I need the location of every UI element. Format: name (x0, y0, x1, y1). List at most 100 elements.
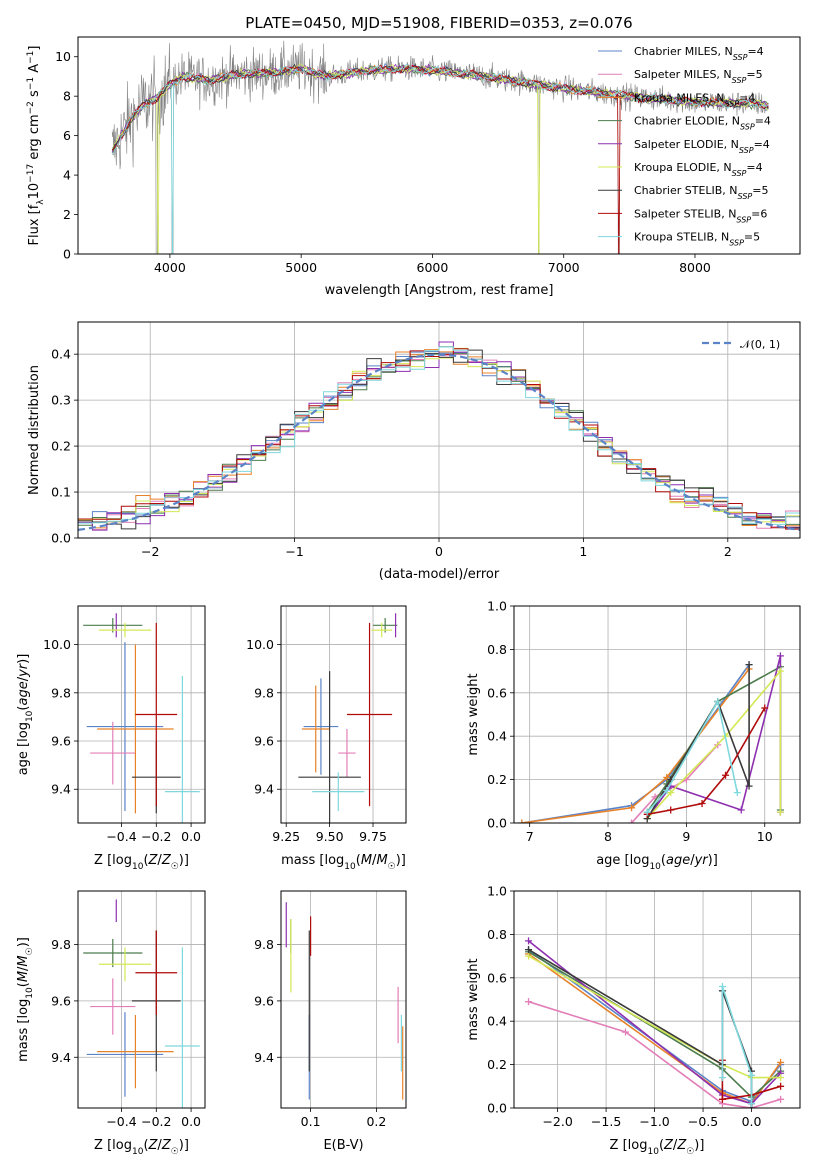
gaussian-curve (78, 353, 800, 531)
axes-frame (77, 36, 801, 255)
series-marker (718, 1095, 726, 1103)
y-axis-label: Normed distribution (27, 365, 42, 495)
legend-entry: Salpeter STELIB, NSSP=6 (634, 207, 767, 224)
legend-label: Kroupa STELIB, N (634, 231, 729, 244)
weight-lines (525, 937, 785, 1108)
series-marker (748, 1100, 756, 1108)
y-tick-label: 0.4 (51, 347, 71, 362)
y-tick-label: 9.8 (254, 937, 274, 952)
x-axis-label: age [log10(age/yr)] (596, 853, 718, 872)
label-part: Z [log (94, 1138, 132, 1153)
y-tick-label: 0.0 (487, 816, 507, 831)
x-tick-label: 10 (757, 829, 773, 844)
y-tick-label: 1.0 (487, 599, 507, 614)
x-tick-label: −2 (141, 544, 159, 559)
label-part: 10 (132, 1147, 144, 1157)
series-marker (745, 782, 753, 790)
x-tick-label: 7 (526, 829, 534, 844)
data-point (135, 930, 178, 1015)
label-part: / (690, 853, 695, 868)
spectrum-panel: 4000 5000 6000 7000 8000 0 2 4 6 8 10 PLATE=0450, M… (26, 14, 801, 298)
legend-entry: Chabrier ELODIE, NSSP=4 (634, 115, 771, 132)
y-tick-label: 9.6 (51, 734, 71, 749)
legend-sub: SSP (736, 215, 751, 224)
series-marker (745, 661, 753, 669)
y-tick-label: 9.6 (254, 734, 274, 749)
x-tick-label: 9 (682, 829, 690, 844)
label-part: Z (161, 853, 172, 868)
histogram-kroupa-elodie (78, 347, 800, 523)
y-tick-label: 0.8 (487, 642, 507, 657)
series-marker (667, 789, 675, 797)
y-tick-label: 9.4 (51, 1050, 71, 1065)
data-point (86, 642, 164, 811)
x-tick-label: 9.25 (272, 829, 300, 844)
series-marker (714, 697, 722, 705)
label-part: ( (356, 853, 361, 868)
label-part: ( (16, 706, 31, 711)
data-point (98, 947, 152, 982)
series-marker (777, 1082, 785, 1090)
series-marker (776, 808, 784, 816)
y-tick-label: 0.1 (51, 485, 71, 500)
series-marker (525, 952, 533, 960)
series-line (521, 668, 750, 823)
y-axis-label: mass [log10(M/M☉)] (16, 937, 35, 1062)
error-bars (83, 899, 200, 1108)
series-marker (643, 808, 651, 816)
label-part: yr (694, 853, 710, 868)
label-part: Z (161, 1138, 172, 1153)
x-tick-label: 4000 (154, 260, 186, 275)
data-point (312, 772, 365, 811)
label-part: age (16, 681, 31, 705)
data-point (90, 978, 136, 1035)
label-part: ☉ (686, 1147, 694, 1157)
data-point (97, 644, 174, 814)
series-marker (718, 982, 726, 990)
series-line (646, 699, 739, 813)
x-tick-label: −0.4 (106, 1114, 136, 1129)
x-tick-label: 0.0 (742, 1114, 762, 1129)
series-line (646, 655, 782, 820)
label-part: −17 (26, 164, 36, 183)
x-axis-label: E(B-V) (323, 1138, 363, 1153)
mass-weight-vs-Z-panel: −2.0 −1.5 −1.0 −0.5 0.0 0.0 0.2 0.4 0.6 0.8 1.0 Z [… (466, 884, 801, 1157)
x-tick-label: 1 (579, 544, 587, 559)
legend-sub: SSP (739, 145, 754, 154)
x-axis-label: Z [log10(Z/Z☉)] (610, 1138, 705, 1157)
series-marker (628, 804, 636, 812)
label-part: ( (659, 1138, 664, 1153)
series-marker (737, 806, 745, 814)
legend-sub: SSP (732, 169, 747, 178)
y-tick-label: 0.3 (51, 393, 71, 408)
y-tick-label: 0.4 (487, 729, 507, 744)
y-axis-label: mass weight (466, 673, 481, 755)
label-part: age (666, 853, 690, 868)
y-tick-label: 4 (63, 168, 71, 183)
x-tick-label: −2.0 (542, 1114, 572, 1129)
x-axis-label: wavelength [Angstrom, rest frame] (325, 283, 554, 298)
legend-sub: SSP (729, 238, 744, 247)
x-tick-label: 0.0 (181, 1114, 201, 1129)
series-marker (525, 937, 533, 945)
y-tick-label: 10.0 (43, 637, 71, 652)
error-bars (83, 613, 200, 823)
legend-label: Kroupa MILES, N (634, 91, 724, 104)
legend-entry: Salpeter MILES, NSSP=5 (634, 68, 763, 85)
y-tick-label: 9.8 (51, 937, 71, 952)
y-tick-label: 9.6 (254, 993, 274, 1008)
legend-tail: =5 (746, 68, 762, 81)
data-point (98, 622, 152, 638)
legend-tail: =6 (751, 207, 767, 220)
x-tick-label: 0 (435, 544, 443, 559)
legend-tail: =4 (754, 138, 770, 151)
label-part: ☉ (25, 947, 35, 955)
label-part: age [log (596, 853, 649, 868)
axes-frame (77, 321, 801, 539)
label-part: M (16, 971, 31, 982)
label-part: / (16, 966, 31, 971)
y-tick-label: 2 (63, 207, 71, 222)
series-marker (663, 786, 671, 794)
legend-label: Chabrier ELODIE, N (634, 115, 740, 128)
